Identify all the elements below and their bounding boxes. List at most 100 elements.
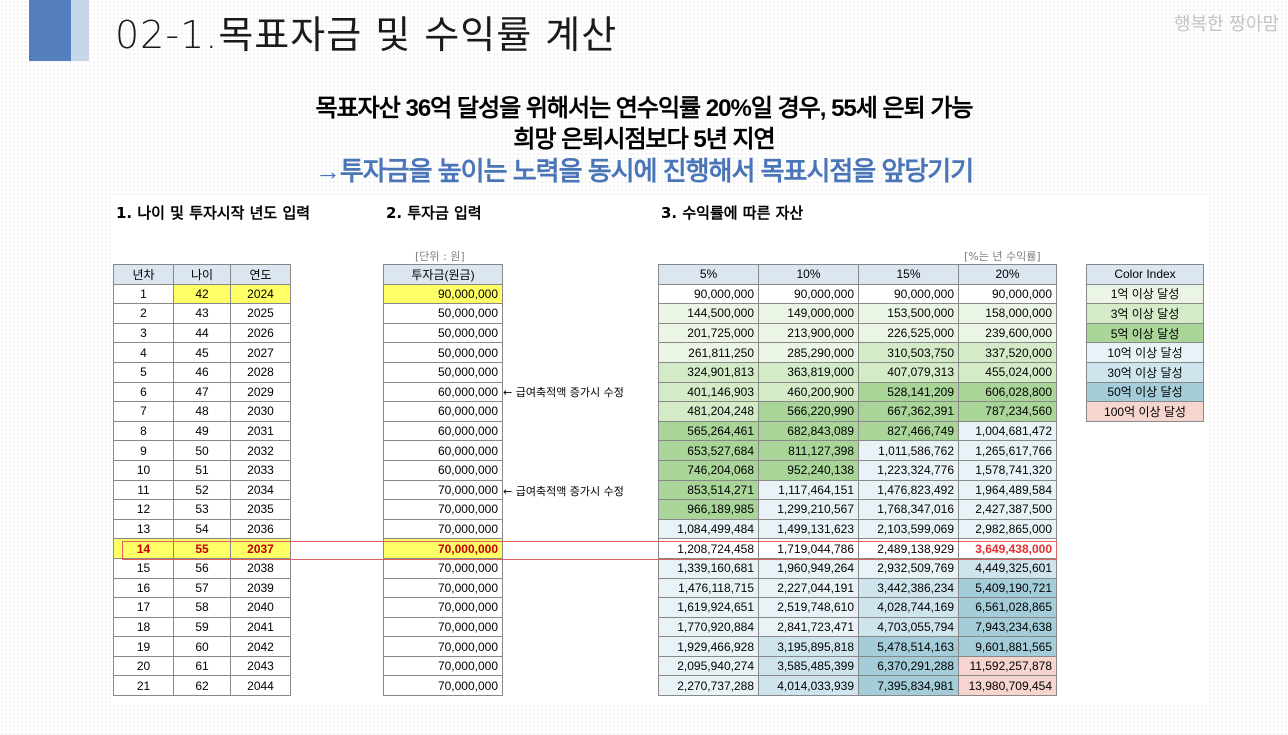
cell-age: 52 (173, 479, 231, 501)
table-row: 50,000,000 (383, 342, 503, 363)
cell-age: 49 (173, 420, 231, 442)
table-row: 9 50 2032 (113, 440, 291, 461)
cell-return: 2,270,737,288 (658, 675, 759, 697)
cell-investment: 70,000,000 (383, 616, 503, 638)
table-row: 70,000,000 (383, 616, 503, 638)
table-row: 12 53 2035 (113, 499, 291, 520)
cell-investment: 70,000,000 (383, 538, 503, 559)
table-row: 17 58 2040 (113, 597, 291, 618)
cell-year-count: 8 (113, 420, 174, 442)
cell-return: 144,500,000 (658, 303, 759, 324)
cell-return: 6,561,028,865 (958, 597, 1057, 618)
cell-return: 1,339,160,681 (658, 557, 759, 579)
cell-return: 952,240,138 (758, 459, 859, 481)
table-row: 1,208,724,458 1,719,044,786 2,489,138,929 3… (658, 538, 1057, 559)
headline-line-1: 목표자산 36억 달성을 위해서는 연수익률 20%일 경우, 55세 은퇴 가… (315, 95, 973, 122)
table-row: 13 54 2036 (113, 518, 291, 540)
cell-return: 90,000,000 (958, 283, 1057, 305)
cell-year: 2034 (230, 479, 291, 501)
cell-return: 90,000,000 (658, 283, 759, 305)
table-row: 15 56 2038 (113, 557, 291, 579)
table-row: 50,000,000 (383, 322, 503, 344)
cell-year-count: 10 (113, 459, 174, 481)
cell-return: 407,079,313 (858, 361, 959, 383)
cell-return: 363,819,000 (758, 361, 859, 383)
table-row: 70,000,000 (383, 538, 503, 559)
table-row: 401,146,903 460,200,900 528,141,209 606,028… (658, 381, 1057, 403)
cell-age: 45 (173, 342, 231, 363)
table-row: 20 61 2043 (113, 655, 291, 677)
cell-year-count: 19 (113, 636, 174, 657)
cell-return: 1,265,617,766 (958, 440, 1057, 461)
cell-investment: 70,000,000 (383, 636, 503, 657)
table-row: 60,000,000 (383, 459, 503, 481)
table-row: 3 44 2026 (113, 322, 291, 344)
table-row: 70,000,000 (383, 675, 503, 697)
table-row: 324,901,813 363,819,000 407,079,313 455,024… (658, 361, 1057, 383)
headline-line-2: 희망 은퇴시점보다 5년 지연 (513, 126, 775, 153)
cell-return: 285,290,000 (758, 342, 859, 363)
table-row: 16 57 2039 (113, 577, 291, 599)
cell-return: 528,141,209 (858, 381, 959, 403)
cell-investment: 60,000,000 (383, 440, 503, 461)
table-row: 144,500,000 149,000,000 153,500,000 158,000… (658, 303, 1057, 324)
cell-return: 3,442,386,234 (858, 577, 959, 599)
table-row: 1 42 2024 (113, 283, 291, 305)
cell-year-count: 18 (113, 616, 174, 638)
cell-return: 3,649,438,000 (958, 538, 1057, 559)
title-accent-bar-light (71, 0, 89, 61)
legend-3: 3억 이상 달성 (1086, 303, 1204, 324)
cell-age: 55 (173, 538, 231, 559)
table-row: 50,000,000 (383, 303, 503, 324)
legend-50: 50억 이상 달성 (1086, 381, 1204, 403)
table-row: 4 45 2027 (113, 342, 291, 363)
cell-return: 1,578,741,320 (958, 459, 1057, 481)
cell-return: 1,619,924,651 (658, 597, 759, 618)
headline-line-3: →투자금을 높이는 노력을 동시에 진행해서 목표시점을 앞당기기 (314, 156, 974, 186)
cell-return: 1,084,499,484 (658, 518, 759, 540)
cell-return: 213,900,000 (758, 322, 859, 344)
table-row: 653,527,684 811,127,398 1,011,586,762 1,265… (658, 440, 1057, 461)
cell-return: 5,478,514,163 (858, 636, 959, 657)
header-rate-20: 20% (958, 264, 1057, 285)
cell-return: 13,980,709,454 (958, 675, 1057, 697)
header-rate-15: 15% (858, 264, 959, 285)
cell-investment: 70,000,000 (383, 557, 503, 579)
table-row: 1,619,924,651 2,519,748,610 4,028,744,169 6… (658, 597, 1057, 618)
cell-return: 1,964,489,584 (958, 479, 1057, 501)
annotation-salary-1: ← 급여축적액 증가시 수정 (503, 386, 624, 399)
cell-return: 667,362,391 (858, 401, 959, 422)
table-row: 853,514,271 1,117,464,151 1,476,823,492 1,9… (658, 479, 1057, 501)
table-row: 565,264,461 682,843,089 827,466,749 1,004,6… (658, 420, 1057, 442)
cell-return: 827,466,749 (858, 420, 959, 442)
cell-return: 2,519,748,610 (758, 597, 859, 618)
cell-year: 2029 (230, 381, 291, 403)
cell-age: 50 (173, 440, 231, 461)
cell-age: 59 (173, 616, 231, 638)
cell-return: 1,476,823,492 (858, 479, 959, 501)
cell-investment: 50,000,000 (383, 361, 503, 383)
cell-return: 239,600,000 (958, 322, 1057, 344)
header-year: 연도 (230, 264, 291, 285)
table-row: 90,000,000 90,000,000 90,000,000 90,000,000 (658, 283, 1057, 305)
table-row: 1,339,160,681 1,960,949,264 2,932,509,769 4… (658, 557, 1057, 579)
cell-investment: 70,000,000 (383, 655, 503, 677)
cell-investment: 70,000,000 (383, 675, 503, 697)
cell-return: 1,929,466,928 (658, 636, 759, 657)
header-year-count: 년차 (113, 264, 174, 285)
legend-10: 10억 이상 달성 (1086, 342, 1204, 363)
section-title-investment: 2. 투자금 입력 (386, 204, 482, 222)
spreadsheet-image: 1. 나이 및 투자시작 년도 입력 2. 투자금 입력 3. 수익률에 따른 … (113, 195, 1208, 703)
cell-return: 9,601,881,565 (958, 636, 1057, 657)
legend-100: 100억 이상 달성 (1086, 401, 1204, 422)
table-row: 70,000,000 (383, 499, 503, 520)
cell-year: 2031 (230, 420, 291, 442)
table-row: 261,811,250 285,290,000 310,503,750 337,520… (658, 342, 1057, 363)
cell-year: 2032 (230, 440, 291, 461)
table-row: 10 51 2033 (113, 459, 291, 481)
cell-return: 401,146,903 (658, 381, 759, 403)
age-year-table: 년차 나이 연도 1 42 2024 2 43 2025 3 44 2026 4 45 2027 5 46… (113, 264, 291, 697)
cell-return: 811,127,398 (758, 440, 859, 461)
legend-1: 1억 이상 달성 (1086, 283, 1204, 305)
table-row: 21 62 2044 (113, 675, 291, 697)
